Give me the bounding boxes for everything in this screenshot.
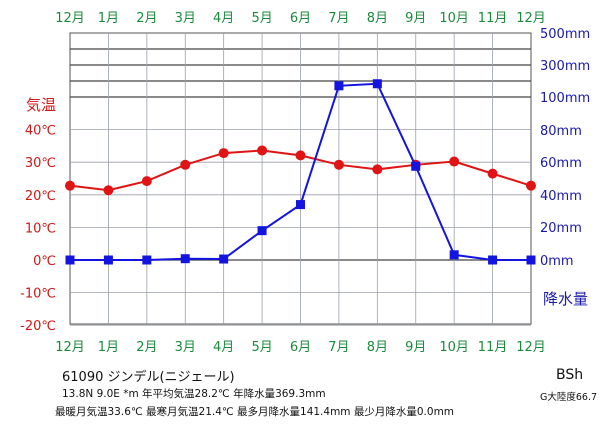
precipitation-axis-title: 降水量 [543,290,588,308]
temperature-point [180,159,191,170]
precipitation-tick-label: 0mm [540,254,574,269]
month-label-bottom: 3月 [175,340,196,355]
month-label-bottom: 6月 [290,340,311,355]
precipitation-tick-label: 100mm [540,91,590,106]
temperature-tick-label: 20℃ [25,189,56,204]
precipitation-tick-label: 60mm [540,156,582,171]
precipitation-tick-label: 40mm [540,189,582,204]
temperature-axis-title: 気温 [26,96,56,114]
month-label-bottom: 2月 [136,340,157,355]
temperature-tick-label: 40℃ [25,124,56,139]
month-label-top: 11月 [478,11,508,26]
precipitation-tick-label: 20mm [540,221,582,236]
temperature-tick-label: -10℃ [20,287,56,302]
temperature-point [218,148,229,159]
precipitation-tick-label: 500mm [540,27,590,42]
temperature-tick-label: -20℃ [20,319,56,334]
precipitation-point [103,255,113,265]
precipitation-point [449,250,459,260]
month-label-bottom: 7月 [328,340,349,355]
temperature-tick-label: 0℃ [33,254,56,269]
climate-class: BSh [556,367,584,383]
temperature-point [65,180,75,191]
temperature-tick-label: 10℃ [25,221,56,236]
month-label-bottom: 12月 [55,340,85,355]
temperature-point [526,180,536,191]
month-label-top: 5月 [251,11,272,26]
precipitation-point [180,254,190,264]
temperature-point [295,150,306,161]
precipitation-point [372,79,382,89]
precipitation-point [411,161,421,171]
month-label-top: 10月 [439,11,469,26]
precipitation-point [526,255,536,265]
precipitation-point [296,200,305,210]
month-label-top: 8月 [367,11,388,26]
precipitation-tick-label: 80mm [540,124,582,139]
month-label-top: 2月 [136,11,157,26]
month-label-bottom: 9月 [405,340,426,355]
temperature-point [333,159,344,170]
month-label-top: 6月 [290,11,311,26]
continentality-index: G大陸度66.7 [540,392,598,403]
month-label-top: 9月 [405,11,426,26]
temperature-point [372,164,383,175]
station-extremes: 最暖月気温33.6℃ 最寒月気温21.4℃ 最多月降水量141.4mm 最少月降… [55,406,455,418]
month-label-top: 1月 [98,11,119,26]
month-label-bottom: 4月 [213,340,234,355]
month-label-bottom: 5月 [251,340,272,355]
station-stats: 13.8N 9.0E *m 年平均気温28.2℃ 年降水量369.3mm [62,388,326,400]
precipitation-point [257,226,267,236]
station-name: 61090 ジンデル(ニジェール) [62,370,235,385]
month-label-top: 12月 [516,11,546,26]
month-label-bottom: 10月 [439,340,469,355]
precipitation-point [334,81,344,91]
month-label-top: 12月 [55,11,85,26]
temperature-point [487,168,498,179]
month-label-bottom: 1月 [98,340,119,355]
precipitation-point [219,254,229,264]
precipitation-tick-label: 300mm [540,59,590,74]
precipitation-point [65,255,75,265]
temperature-tick-label: 30℃ [25,156,56,171]
month-label-top: 3月 [175,11,196,26]
temperature-point [103,185,114,196]
temperature-point [141,176,152,187]
month-label-bottom: 8月 [367,340,388,355]
month-label-bottom: 11月 [478,340,508,355]
temperature-point [449,156,460,167]
month-label-top: 7月 [328,11,349,26]
precipitation-point [142,255,152,265]
month-label-top: 4月 [213,11,234,26]
temperature-point [257,145,268,156]
month-label-bottom: 12月 [516,340,546,355]
precipitation-point [488,255,498,265]
